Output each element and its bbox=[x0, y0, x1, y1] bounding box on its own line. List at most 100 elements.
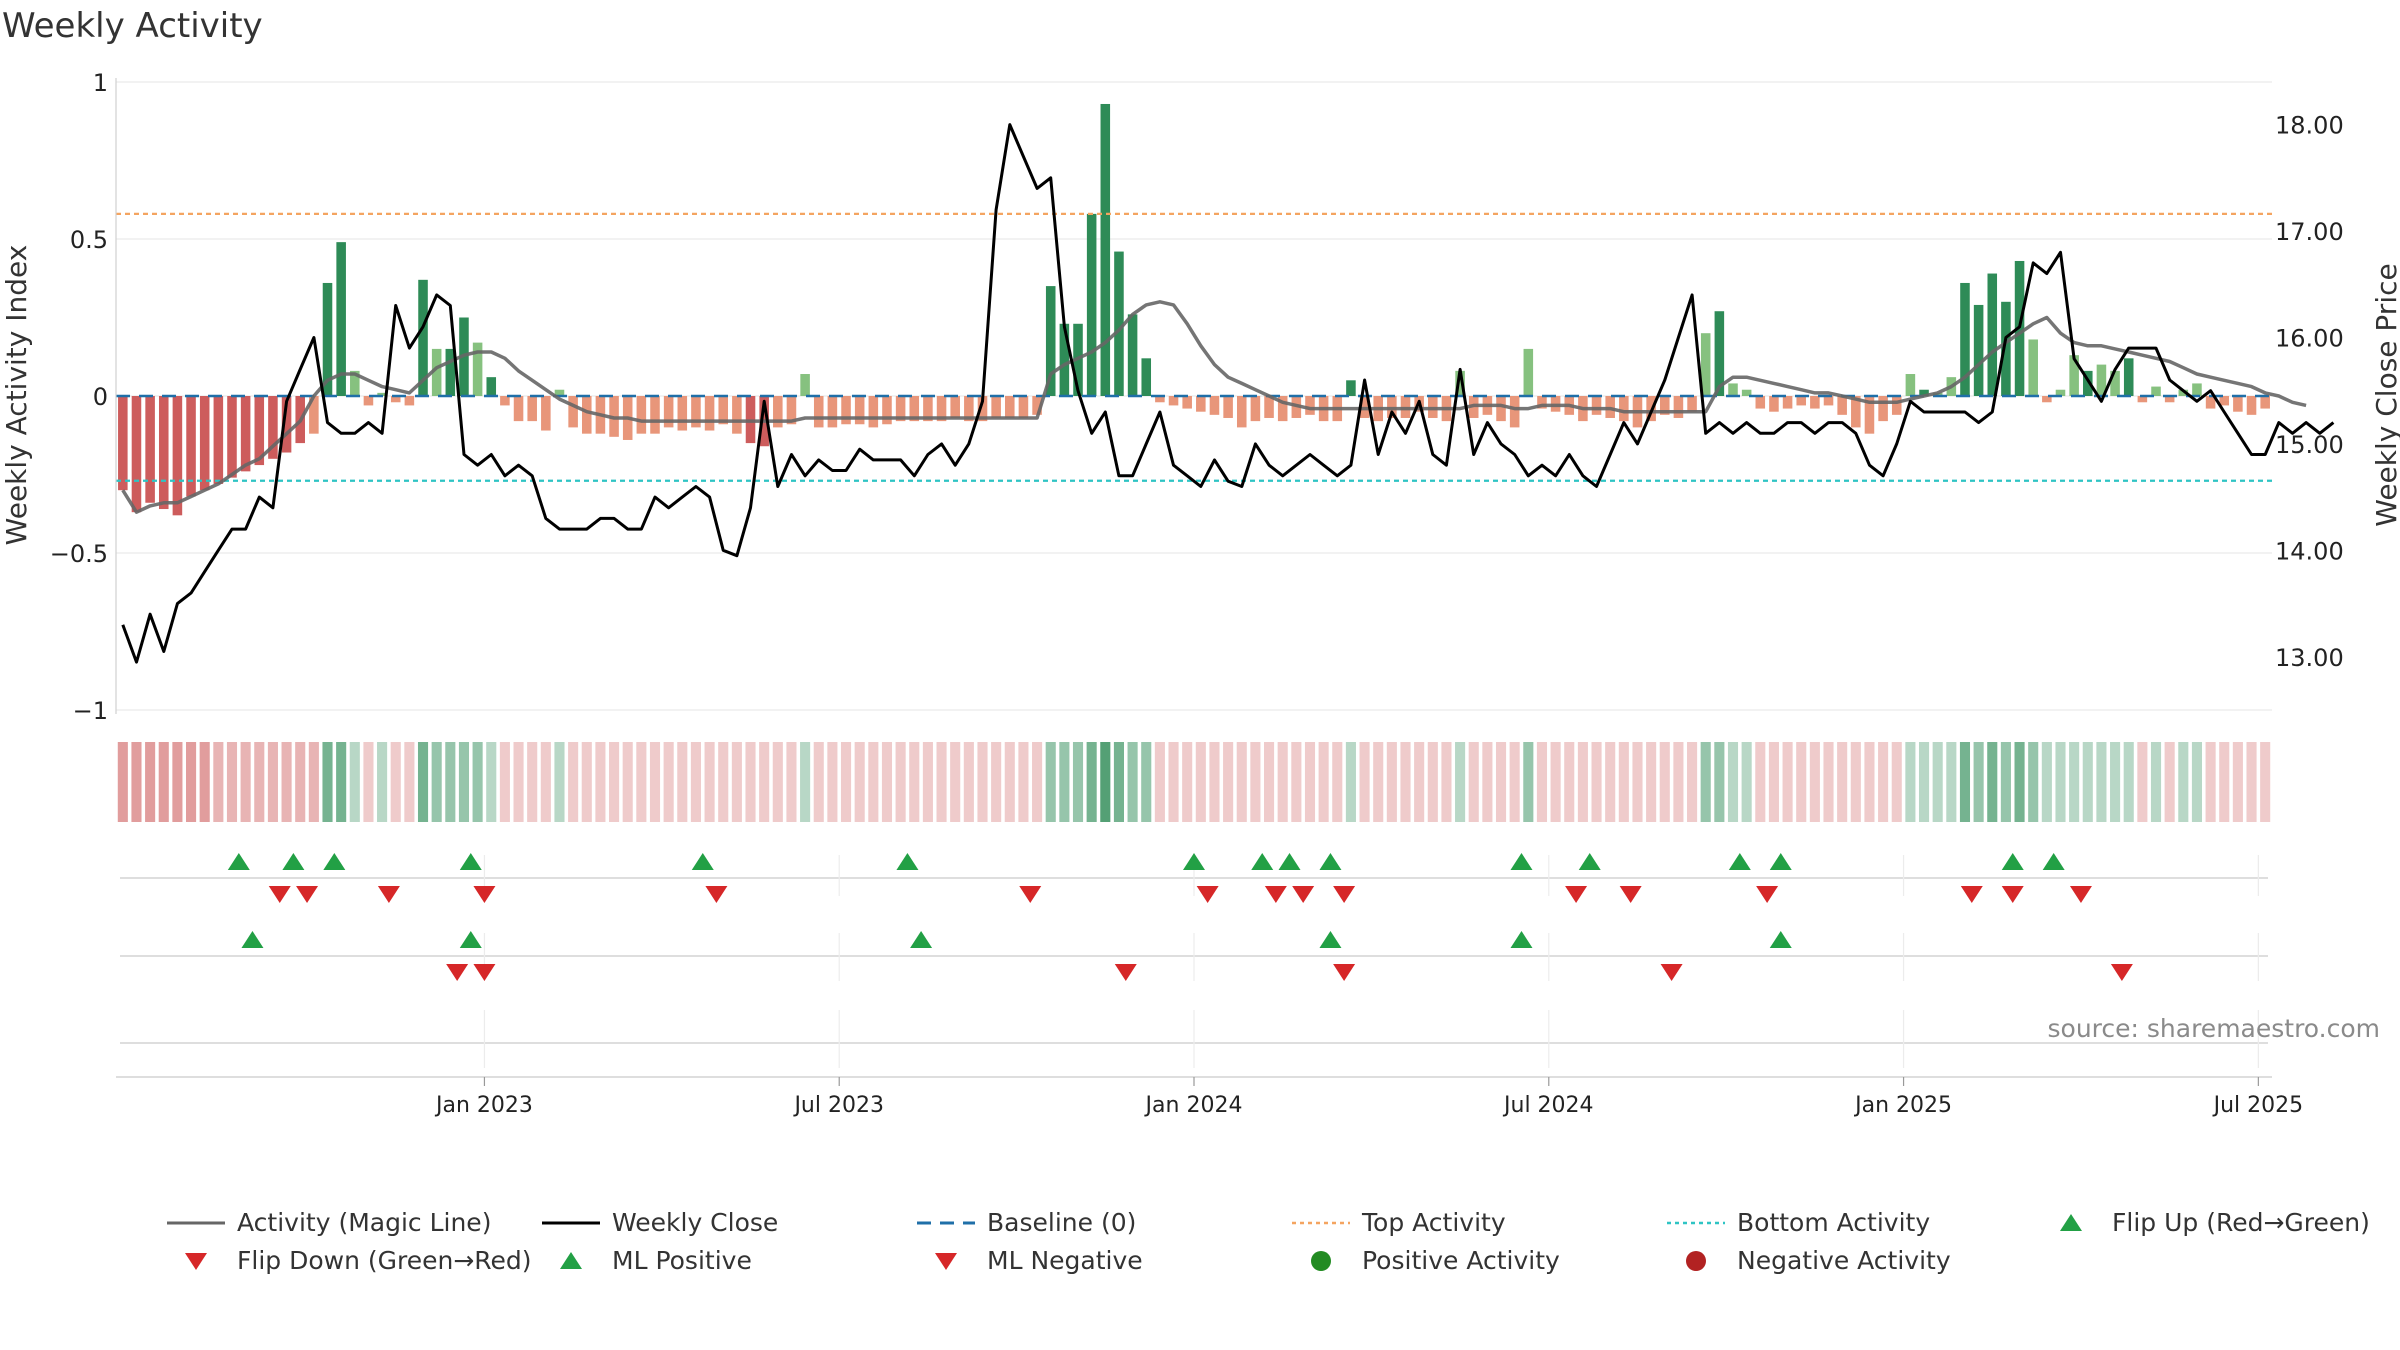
heat-cell bbox=[1700, 742, 1711, 822]
heat-cell bbox=[1727, 742, 1739, 822]
right-axis-title: Weekly Close Price bbox=[2370, 263, 2400, 526]
signal-up-marker bbox=[2001, 853, 2024, 870]
heat-cell bbox=[2110, 742, 2121, 822]
activity-bar bbox=[541, 396, 551, 431]
activity-bar bbox=[172, 396, 183, 516]
signal-up-marker bbox=[910, 931, 933, 948]
heat-cell bbox=[1236, 742, 1247, 822]
heat-cell bbox=[827, 742, 838, 822]
heat-cell bbox=[499, 742, 510, 822]
heat-cell bbox=[963, 742, 974, 822]
x-tick-label: Jan 2024 bbox=[1144, 1093, 1243, 1118]
heat-cell bbox=[1113, 742, 1124, 822]
activity-bar bbox=[1209, 396, 1220, 415]
heat-cell bbox=[1782, 742, 1793, 822]
activity-bar bbox=[1659, 396, 1670, 415]
heat-cell bbox=[186, 742, 197, 822]
heat-cell bbox=[2137, 742, 2148, 822]
heat-cell bbox=[581, 742, 592, 822]
activity-bar bbox=[636, 396, 647, 434]
signal-up-marker bbox=[459, 853, 482, 870]
signal-down-marker bbox=[1660, 964, 1683, 981]
signal-down-marker bbox=[2069, 886, 2092, 903]
heat-cell bbox=[1509, 742, 1520, 822]
left-tick-label: −1 bbox=[73, 697, 108, 725]
activity-bar bbox=[704, 396, 715, 431]
activity-bar bbox=[1905, 374, 1916, 396]
heat-cell bbox=[131, 742, 142, 822]
activity-bar bbox=[268, 396, 278, 459]
heat-cell bbox=[2069, 742, 2080, 822]
activity-bar bbox=[363, 396, 374, 406]
activity-bar bbox=[1810, 396, 1820, 409]
signal-down-marker bbox=[473, 886, 496, 903]
heat-cell bbox=[1577, 742, 1588, 822]
signal-up-marker bbox=[691, 853, 714, 870]
heat-cell bbox=[1550, 742, 1561, 822]
activity-bar bbox=[2123, 358, 2134, 396]
legend-label: Weekly Close bbox=[612, 1208, 779, 1237]
activity-bar bbox=[158, 396, 169, 510]
heat-cell bbox=[1768, 742, 1779, 822]
signal-up-marker bbox=[282, 853, 305, 870]
legend-label: ML Negative bbox=[987, 1246, 1143, 1275]
activity-bar bbox=[718, 396, 729, 425]
signal-up-marker bbox=[1319, 931, 1342, 948]
heat-cell bbox=[1837, 742, 1848, 822]
heat-cell bbox=[786, 742, 797, 822]
activity-bar bbox=[118, 396, 128, 491]
signal-up-marker bbox=[323, 853, 346, 870]
x-tick-label: Jan 2023 bbox=[434, 1093, 533, 1118]
activity-bar bbox=[2001, 301, 2011, 396]
legend-label: Flip Up (Red→Green) bbox=[2112, 1208, 2370, 1237]
activity-bar bbox=[909, 396, 920, 422]
heat-cell bbox=[213, 742, 224, 822]
heat-cell bbox=[1427, 742, 1438, 822]
right-tick-label: 16.00 bbox=[2275, 324, 2344, 352]
activity-bar bbox=[554, 389, 565, 396]
activity-bar bbox=[254, 396, 265, 466]
heat-cell bbox=[1264, 742, 1275, 822]
heat-cell bbox=[1714, 742, 1725, 822]
activity-bar bbox=[1796, 396, 1807, 406]
heat-cell bbox=[1441, 742, 1452, 822]
ml-negative-icon bbox=[915, 1249, 977, 1273]
activity-bar bbox=[868, 396, 879, 428]
heat-cell bbox=[636, 742, 647, 822]
activity-bar bbox=[2219, 396, 2230, 406]
heat-cell bbox=[977, 742, 988, 822]
heat-cell bbox=[158, 742, 169, 822]
activity-bar bbox=[1100, 103, 1111, 396]
activity-bar bbox=[2055, 389, 2066, 396]
heat-cell bbox=[2014, 742, 2025, 822]
legend-item-ml-positive: ML Positive bbox=[540, 1246, 752, 1275]
heat-cell bbox=[1987, 742, 1998, 822]
activity-bar bbox=[1755, 396, 1766, 409]
heat-cell bbox=[1495, 742, 1507, 822]
heat-cell bbox=[1618, 742, 1629, 822]
activity-bar bbox=[1305, 396, 1315, 415]
activity-bar bbox=[1960, 282, 1970, 396]
signal-up-marker bbox=[227, 853, 250, 870]
heat-cell bbox=[1182, 742, 1193, 822]
signal-down-marker bbox=[2001, 886, 2024, 903]
magic-line bbox=[121, 300, 2307, 514]
heat-cell bbox=[1905, 742, 1916, 822]
heat-cell bbox=[950, 742, 961, 822]
heat-cell bbox=[1304, 742, 1316, 822]
activity-bar bbox=[131, 396, 142, 513]
activity-bar bbox=[1264, 396, 1274, 418]
heat-cell bbox=[1209, 742, 1220, 822]
legend-item-negative-activity: Negative Activity bbox=[1665, 1246, 1951, 1275]
activity-bar bbox=[1155, 396, 1165, 403]
activity-bar bbox=[936, 396, 947, 422]
legend-item-top: Top Activity bbox=[1290, 1208, 1506, 1237]
x-tick-label: Jan 2025 bbox=[1853, 1093, 1952, 1118]
heat-cell bbox=[1195, 742, 1206, 822]
heat-cell bbox=[322, 742, 333, 822]
heat-cell bbox=[513, 742, 524, 822]
activity-bar bbox=[404, 396, 415, 406]
heat-cell bbox=[431, 742, 442, 822]
left-tick-label: 0 bbox=[93, 383, 108, 411]
